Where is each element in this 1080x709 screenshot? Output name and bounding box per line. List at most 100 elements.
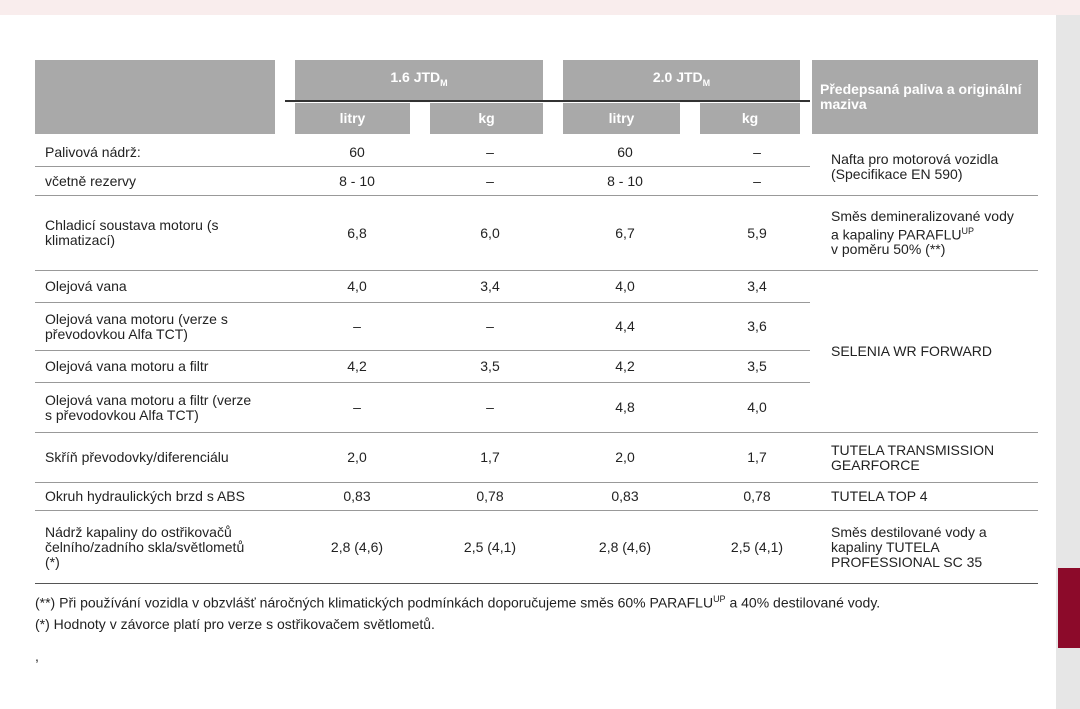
row-label-line: Chladicí soustava motoru (s bbox=[45, 217, 219, 233]
fluids-header: Předepsaná paliva a originální maziva bbox=[812, 60, 1038, 134]
column-label: kg bbox=[741, 110, 759, 126]
fluid-line: a kapaliny PARAFLUUP bbox=[831, 224, 1038, 243]
fluid-text: TUTELA TOP 4 bbox=[831, 488, 928, 504]
value-cell: – bbox=[697, 167, 817, 195]
row-label-line: klimatizací) bbox=[45, 232, 116, 248]
value: 3,4 bbox=[480, 278, 500, 294]
column-header: litry bbox=[295, 103, 410, 134]
value-cell: 1,7 bbox=[697, 433, 817, 482]
fluid-text: SELENIA WR FORWARD bbox=[831, 343, 993, 359]
row-label: Olejová vana bbox=[45, 271, 295, 302]
fluid-line: TUTELA TOP 4 bbox=[831, 489, 1038, 504]
value-cell: 2,8 (4,6) bbox=[297, 511, 417, 583]
column-header: kg bbox=[430, 103, 543, 134]
fluid-text: TUTELA TRANSMISSION bbox=[831, 441, 995, 458]
row-rule bbox=[35, 350, 810, 351]
value: – bbox=[486, 399, 494, 415]
value: – bbox=[753, 172, 761, 189]
fluid-text: kapaliny TUTELA bbox=[831, 538, 940, 555]
row-label: včetně rezervy bbox=[45, 167, 295, 195]
value-cell: 3,4 bbox=[430, 271, 550, 302]
fluid-line: (Specifikace EN 590) bbox=[831, 167, 1038, 182]
value: 8 - 10 bbox=[607, 172, 643, 189]
value-cell: 8 - 10 bbox=[565, 167, 685, 195]
value-cell: 3,5 bbox=[697, 351, 817, 382]
value: 4,2 bbox=[615, 358, 635, 374]
row-rule bbox=[35, 482, 1038, 483]
footnote-text: (**) Při používání vozidla v obzvlášť ná… bbox=[35, 594, 714, 611]
value: 6,7 bbox=[615, 224, 635, 241]
fluid-sup: UP bbox=[961, 225, 974, 236]
value: 2,0 bbox=[615, 449, 635, 465]
value: – bbox=[353, 318, 361, 334]
value: 60 bbox=[349, 144, 365, 160]
fluid-line: SELENIA WR FORWARD bbox=[831, 344, 1038, 359]
row-rule bbox=[35, 432, 1038, 433]
row-label-line: čelního/zadního skla/světlometů bbox=[45, 538, 245, 555]
fluid-line: v poměru 50% (**) bbox=[831, 242, 1038, 257]
fluid-text: Nafta pro motorová vozidla bbox=[831, 151, 999, 167]
row-label: Olejová vana motoru (verze s převodovkou … bbox=[45, 303, 295, 350]
fluid-cell: Směs demineralizované vody a kapaliny PAR… bbox=[831, 196, 1038, 270]
value-cell: 4,2 bbox=[565, 351, 685, 382]
row-label: Okruh hydraulických brzd s ABS bbox=[45, 483, 295, 510]
fluids-header-text: Předepsaná paliva a originální maziva bbox=[820, 81, 1022, 112]
group-sub: M bbox=[440, 77, 448, 88]
value: 4,4 bbox=[615, 318, 635, 334]
value-cell: 0,83 bbox=[297, 483, 417, 510]
value: 3,5 bbox=[747, 358, 767, 374]
fluid-text: v poměru 50% (**) bbox=[831, 241, 946, 258]
footnote: (**) Při používání vozidla v obzvlášť ná… bbox=[35, 590, 1045, 612]
value: 1,7 bbox=[747, 449, 767, 465]
value: 4,0 bbox=[347, 278, 367, 294]
row-label-line: Palivová nádrž: bbox=[45, 144, 141, 160]
row-rule bbox=[35, 166, 810, 167]
table-bottom-rule bbox=[35, 583, 1038, 584]
value: 3,4 bbox=[747, 278, 767, 294]
value-cell: – bbox=[430, 139, 550, 166]
column-header: kg bbox=[700, 103, 800, 134]
value-cell: – bbox=[430, 303, 550, 350]
value: – bbox=[486, 318, 494, 334]
fluid-text: Směs destilované vody a bbox=[831, 523, 987, 540]
value: 2,8 (4,6) bbox=[330, 538, 384, 555]
value-cell: 0,83 bbox=[565, 483, 685, 510]
value-cell: 3,4 bbox=[697, 271, 817, 302]
column-label: litry bbox=[339, 110, 366, 126]
value: 4,2 bbox=[347, 358, 367, 374]
value: 8 - 10 bbox=[339, 172, 375, 189]
value-cell: 5,9 bbox=[697, 196, 817, 270]
row-label-line: Okruh hydraulických brzd s ABS bbox=[45, 488, 245, 504]
fluid-line: GEARFORCE bbox=[831, 457, 1038, 473]
group-title: 2.0 JTDM bbox=[563, 70, 800, 91]
value-cell: 6,7 bbox=[565, 196, 685, 270]
row-label: Palivová nádrž: bbox=[45, 139, 295, 166]
value: 0,78 bbox=[476, 488, 504, 504]
value: – bbox=[753, 144, 761, 160]
row-label-line: Nádrž kapaliny do ostřikovačů bbox=[45, 523, 232, 540]
row-label-line: Skříň převodovky/diferenciálu bbox=[45, 449, 229, 465]
row-rule bbox=[35, 510, 1038, 511]
value-cell: 0,78 bbox=[430, 483, 550, 510]
value: 0,78 bbox=[743, 488, 771, 504]
fluid-line: kapaliny TUTELA bbox=[831, 538, 1038, 555]
row-label-line: včetně rezervy bbox=[45, 172, 137, 189]
row-label: Olejová vana motoru a filtr (verze s přev… bbox=[45, 383, 295, 432]
side-tab bbox=[1058, 568, 1080, 648]
value-cell: 2,8 (4,6) bbox=[565, 511, 685, 583]
value-cell: – bbox=[430, 383, 550, 432]
value-cell: 4,4 bbox=[565, 303, 685, 350]
value: 1,7 bbox=[480, 449, 500, 465]
header-label-cell bbox=[35, 60, 275, 134]
row-label-line: (*) bbox=[45, 553, 60, 570]
value: 3,6 bbox=[747, 318, 767, 334]
fluid-line: PROFESSIONAL SC 35 bbox=[831, 553, 1038, 570]
value-cell: 6,0 bbox=[430, 196, 550, 270]
value-cell: 0,78 bbox=[697, 483, 817, 510]
column-header: litry bbox=[563, 103, 680, 134]
fluid-cell: SELENIA WR FORWARD bbox=[831, 271, 1038, 432]
fluid-text: PROFESSIONAL SC 35 bbox=[831, 553, 983, 570]
footnote-text: (*) Hodnoty v závorce platí pro verze s … bbox=[35, 616, 435, 632]
fluid-line: Směs demineralizované vody bbox=[831, 208, 1038, 224]
